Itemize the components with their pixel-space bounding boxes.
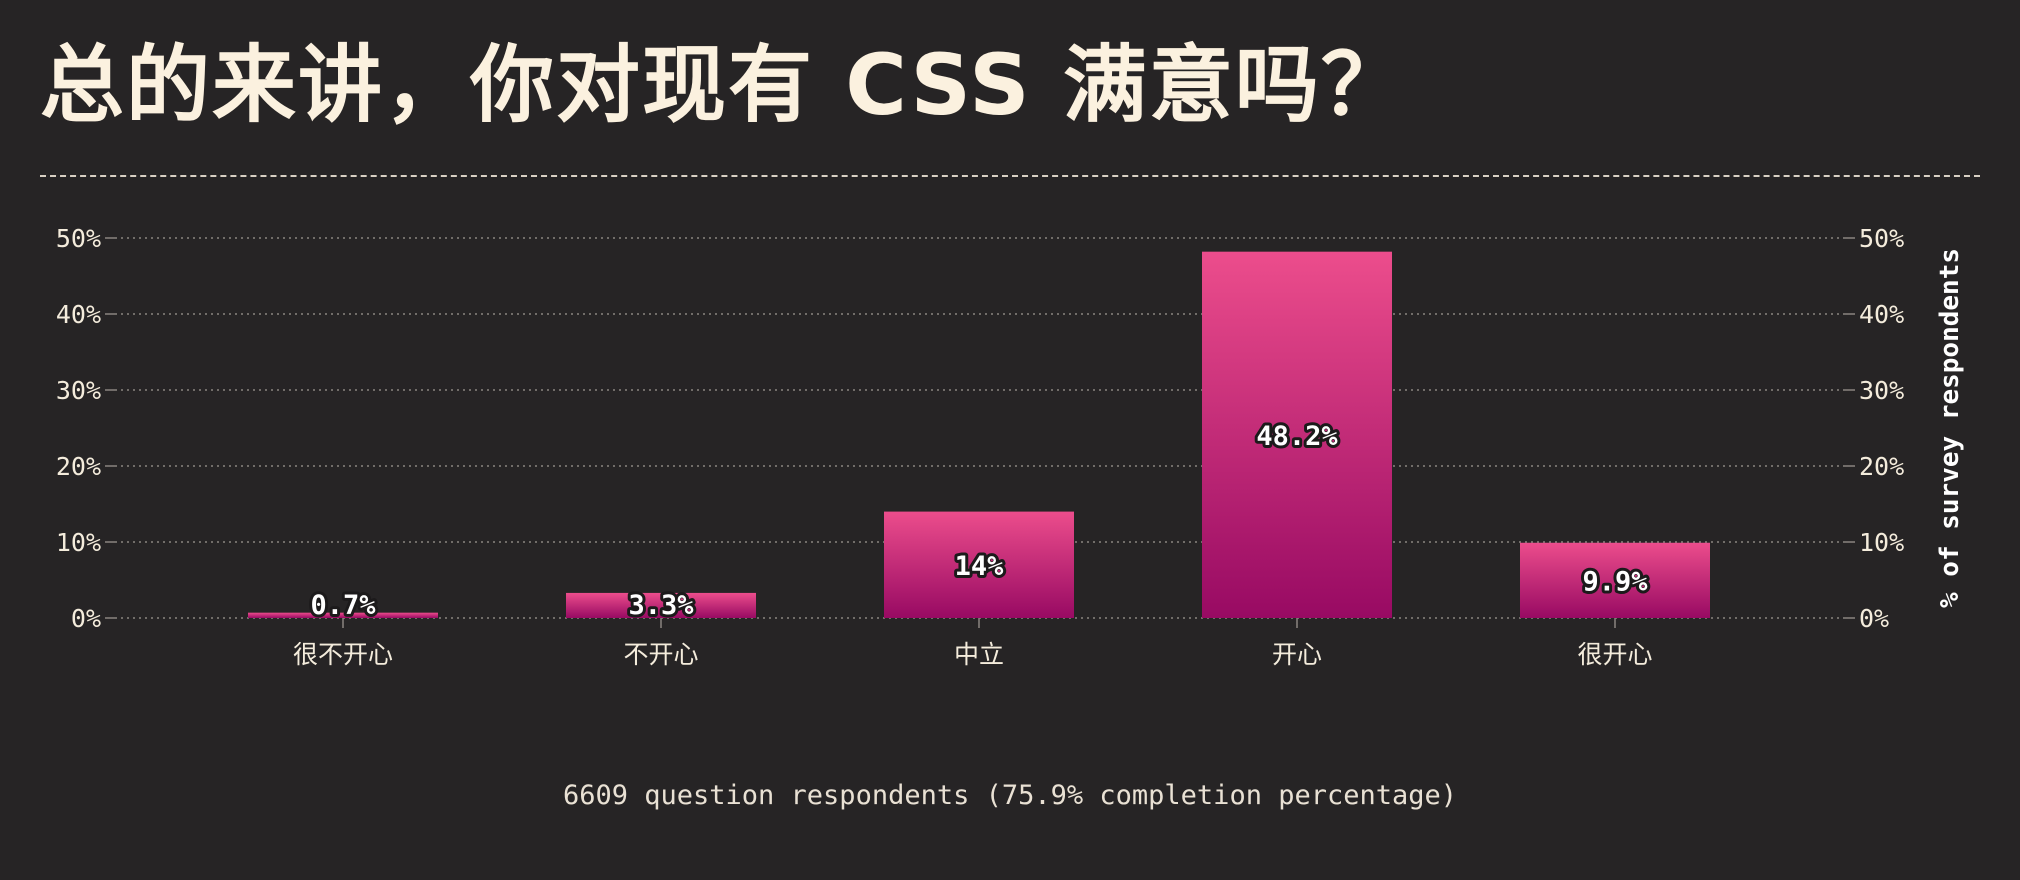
bar-4 <box>1520 542 1710 618</box>
y-tick-label-right: 40% <box>1859 300 1904 329</box>
bar-value-label: 9.9% <box>1582 566 1648 597</box>
bar-1 <box>566 592 756 618</box>
y-tick-label-left: 40% <box>56 300 101 329</box>
bar-3 <box>1202 251 1392 618</box>
y-axis-title: % of survey respondents <box>1935 248 1965 608</box>
x-tick-label: 不开心 <box>623 640 698 669</box>
y-tick-label-right: 10% <box>1859 528 1904 557</box>
bar-value-label: 14% <box>955 551 1005 582</box>
y-tick-label-left: 20% <box>56 452 101 481</box>
respondents-note: 6609 question respondents (75.9% complet… <box>562 780 1458 811</box>
y-tick-label-left: 50% <box>56 224 101 253</box>
y-tick-label-right: 30% <box>1859 376 1904 405</box>
title-divider <box>40 175 1980 177</box>
bar-0 <box>248 612 438 618</box>
y-tick-label-right: 20% <box>1859 452 1904 481</box>
y-tick-label-left: 10% <box>56 528 101 557</box>
page-title: 总的来讲，你对现有 CSS 满意吗？ <box>40 36 1407 134</box>
bar-value-label: 3.3% <box>628 590 694 621</box>
x-tick-label: 很不开心 <box>293 640 393 669</box>
bar-value-label: 0.7% <box>310 590 376 621</box>
x-tick-label: 中立 <box>954 640 1004 669</box>
x-tick-label: 开心 <box>1272 640 1322 669</box>
y-tick-label-right: 50% <box>1859 224 1904 253</box>
x-tick-label: 很开心 <box>1577 640 1652 669</box>
bar-value-label: 48.2% <box>1256 421 1338 452</box>
y-tick-label-right: 0% <box>1859 604 1889 633</box>
bar-2 <box>884 511 1074 618</box>
y-tick-label-left: 30% <box>56 376 101 405</box>
y-tick-label-left: 0% <box>71 604 101 633</box>
